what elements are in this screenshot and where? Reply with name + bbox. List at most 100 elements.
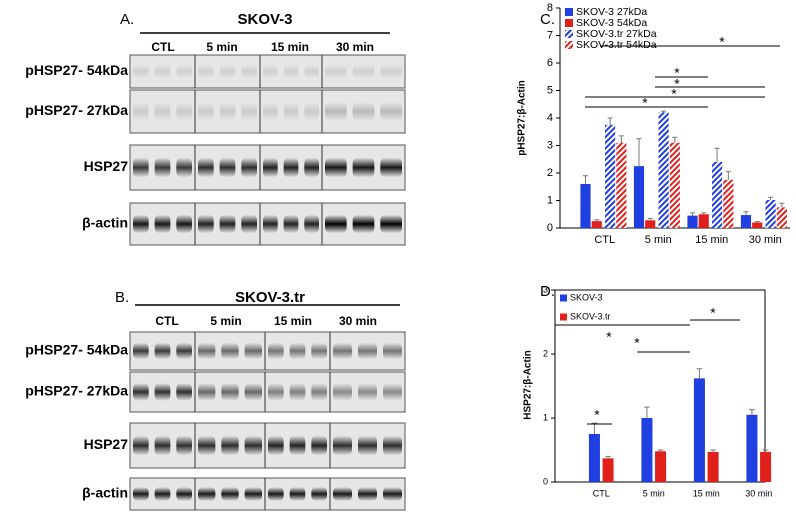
bar-chart: D. HSP27:β-Actin 0 1 2 3 CTL 5 min 15 min 30 min S… [523,283,773,498]
blot-band [289,383,306,401]
blot-band [176,64,192,79]
bar [658,112,669,228]
bar [616,142,627,228]
blot-band [311,486,327,502]
blot-panel: B. SKOV-3.tr CTL 5 min 15 min 30 min pHSP27- 5… [25,289,406,511]
error-bar [696,368,703,379]
blot-band [244,435,262,456]
blot-band [241,102,257,121]
y-tick-label: 7 [547,29,553,41]
error-bar [591,422,598,434]
blot-band [311,435,327,456]
x-tick-label: 30 min [749,234,782,246]
blot-band [133,102,149,121]
bar [591,221,602,228]
error-bar [618,135,624,143]
y-axis-title: HSP27:β-Actin [523,350,534,419]
blot-band [219,102,236,121]
legend-label: SKOV-3 [570,292,603,302]
bar [712,162,723,228]
blot-band [154,383,171,401]
blot-band [244,342,262,360]
legend-swatch [560,294,567,302]
blot-band [154,214,171,234]
x-tick-label: CTL [593,488,610,498]
significance-star: * [594,407,600,423]
bar [740,215,752,228]
error-bar [749,409,755,415]
y-tick-label: 2 [547,167,553,179]
row-label: β-actin [82,215,128,231]
blot-band [352,157,375,178]
error-bar [689,212,696,216]
lane-label: 30 min [339,314,377,328]
blot-band [283,214,299,234]
x-tick-label: 5 min [643,488,665,498]
blot-band [244,486,262,502]
blot-band [241,64,257,79]
error-bar [710,449,716,452]
bar [752,222,763,228]
lane-label: 15 min [274,314,312,328]
blot-band [263,102,278,121]
error-bar [605,455,611,459]
bar [746,414,758,482]
blot-band [154,435,171,456]
blot-band [380,64,402,79]
error-bar [657,449,664,452]
blot-band [380,157,402,178]
blot-band [268,342,284,360]
y-tick-label: 0 [543,476,548,486]
lane-label: CTL [151,40,174,54]
x-tick-label: 5 min [645,234,672,246]
blot-band [154,102,171,121]
blot-band [304,64,319,79]
blot-band [154,64,171,79]
significance-star: * [606,329,612,345]
error-bar [672,136,678,143]
error-bar [754,221,760,223]
blot-band [198,102,214,121]
blot-band [133,435,149,456]
y-tick-label: 3 [543,284,548,294]
x-tick-label: 15 min [693,488,720,498]
bar-chart: C. pHSP27:β-Actin 0 1 2 3 4 5 6 7 8 CTL 5 min 15 min 3… [517,2,790,246]
bar [633,166,645,228]
bar [580,184,591,228]
blot-band [304,214,319,234]
x-tick-label: CTL [594,234,615,246]
error-bar [768,196,774,200]
blot-band [176,435,192,456]
bar [698,214,709,228]
blot-band [133,486,149,502]
lane-label: 5 min [210,314,241,328]
blot-band [333,383,352,401]
significance-star: * [642,95,648,111]
legend-swatch [565,8,573,16]
significance-star: * [710,305,716,321]
blot-band [380,102,402,121]
error-bar [714,147,720,162]
blot-band [176,383,192,401]
significance-star: * [674,65,680,81]
blot-band [221,342,239,360]
blot-band [176,486,192,502]
blot-band [325,157,347,178]
blot-band [219,157,236,178]
blot-band [198,157,214,178]
legend-swatch [565,30,573,38]
blot-band [176,214,192,234]
error-bar [762,449,769,452]
blot-band [333,486,352,502]
bar [588,434,600,482]
blot-band [304,157,319,178]
lane-label: CTL [155,314,178,328]
blot-band [268,435,284,456]
blot-band [358,342,377,360]
error-bar [636,138,642,167]
y-tick-label: 5 [547,84,553,96]
blot-panel: A. SKOV-3 CTL 5 min 15 min 30 min pHSP27- 54kD… [25,11,406,246]
blot-band [352,214,375,234]
y-tick-label: 4 [547,112,553,124]
